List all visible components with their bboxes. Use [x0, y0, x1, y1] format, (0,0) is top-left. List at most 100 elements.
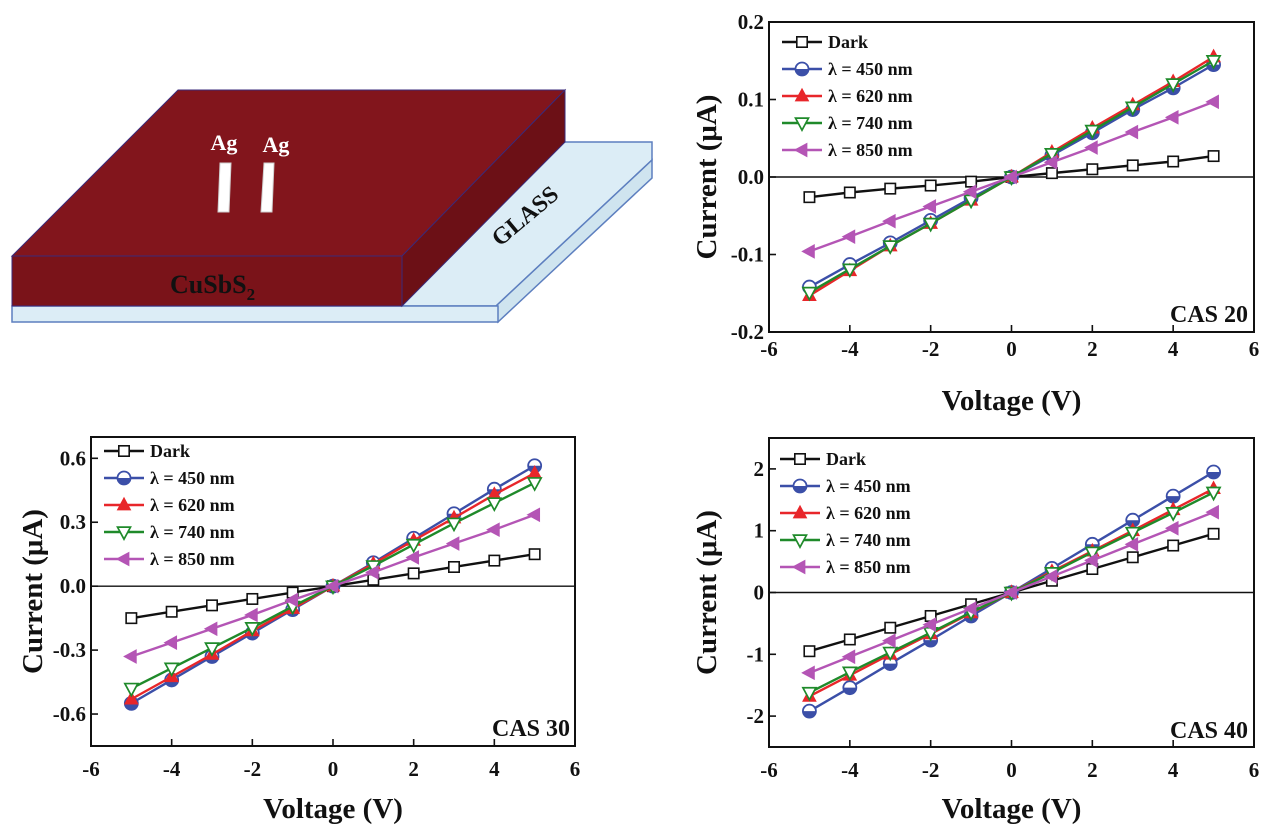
x-tick-label: -2	[922, 337, 940, 361]
data-point	[1167, 539, 1180, 552]
data-point	[1164, 109, 1179, 125]
data-point	[1165, 488, 1181, 504]
legend-label: λ = 620 nm	[828, 86, 913, 106]
data-point	[204, 642, 220, 657]
legend-item-620-nm: λ = 620 nm	[104, 495, 235, 515]
data-point	[801, 244, 815, 259]
x-axis-label: Voltage (V)	[942, 793, 1082, 825]
data-point	[203, 621, 218, 637]
marker-fill	[795, 69, 809, 76]
data-point	[1206, 464, 1221, 480]
data-point	[882, 240, 899, 255]
data-point	[1207, 527, 1220, 540]
data-point	[163, 635, 178, 650]
y-tick-label: 0.6	[60, 446, 86, 470]
legend-marker	[794, 61, 810, 77]
legend-item-dark: Dark	[780, 449, 866, 469]
legend-item-450-nm: λ = 450 nm	[782, 59, 913, 79]
data-point	[801, 286, 818, 302]
y-tick-label: -0.1	[731, 243, 764, 267]
legend-label: λ = 620 nm	[826, 503, 911, 523]
legend-item-450-nm: λ = 450 nm	[780, 476, 911, 496]
data-point	[962, 184, 977, 200]
legend-item-740-nm: λ = 740 nm	[782, 113, 913, 133]
data-point	[486, 522, 500, 538]
legend-marker	[791, 559, 806, 575]
marker-fill	[793, 486, 807, 493]
glass-front-face	[11, 305, 499, 323]
data-point	[244, 607, 258, 623]
data-point	[1084, 553, 1098, 568]
data-point	[803, 645, 816, 658]
x-tick-label: -4	[841, 337, 859, 361]
data-point	[1124, 101, 1141, 117]
legend-label: λ = 450 nm	[826, 476, 911, 496]
data-point	[843, 633, 856, 646]
marker-fill	[1166, 496, 1180, 503]
data-point	[1124, 124, 1139, 140]
ag-electrode-right	[260, 162, 275, 213]
data-point	[1045, 167, 1058, 180]
data-point	[922, 217, 939, 233]
data-point	[882, 646, 899, 662]
marker-fill	[117, 478, 131, 485]
data-point	[1124, 536, 1139, 552]
data-point	[447, 560, 460, 573]
data-point	[123, 690, 139, 705]
y-tick-label: 0	[754, 581, 765, 605]
y-tick-label: -2	[747, 704, 765, 728]
x-tick-label: 2	[408, 757, 419, 781]
legend-label: λ = 850 nm	[150, 549, 235, 569]
data-point	[922, 617, 937, 632]
data-point	[884, 182, 897, 195]
legend: Dark λ = 450 nm λ = 620 nm λ = 740 nm λ = 85…	[782, 32, 913, 160]
data-point	[1086, 163, 1099, 176]
legend-marker	[116, 470, 132, 486]
data-point	[1043, 148, 1060, 163]
legend-marker	[116, 526, 132, 541]
data-point	[526, 507, 541, 523]
sample-tag: CAS 30	[492, 716, 570, 742]
data-point	[365, 564, 379, 580]
x-tick-label: 4	[1168, 337, 1179, 361]
legend-label: λ = 740 nm	[828, 113, 913, 133]
x-tick-label: 2	[1087, 337, 1098, 361]
film-front-face	[11, 255, 403, 307]
legend-marker	[115, 551, 130, 567]
film-label: CuSbS2	[170, 270, 255, 304]
data-point	[163, 662, 180, 678]
legend-item-740-nm: λ = 740 nm	[780, 530, 911, 550]
legend-item-850-nm: λ = 850 nm	[104, 549, 235, 569]
data-point	[486, 497, 503, 512]
data-point	[842, 680, 858, 696]
y-tick-label: -0.2	[731, 320, 764, 344]
data-point	[488, 554, 501, 567]
legend-item-850-nm: λ = 850 nm	[780, 557, 911, 577]
x-tick-label: -2	[244, 757, 262, 781]
data-point	[841, 229, 856, 245]
marker-fill	[924, 640, 938, 647]
series-740-nm	[123, 477, 543, 698]
legend-marker	[795, 35, 808, 48]
series-850-nm	[801, 94, 1219, 259]
x-tick-label: 4	[489, 757, 500, 781]
data-point	[1207, 150, 1220, 163]
legend-marker	[794, 87, 810, 102]
data-point	[841, 263, 858, 279]
data-point	[1165, 78, 1182, 93]
legend: Dark λ = 450 nm λ = 620 nm λ = 740 nm λ = 85…	[104, 441, 235, 569]
data-point	[405, 538, 422, 554]
y-axis-label: Current (μA)	[691, 95, 723, 260]
legend: Dark λ = 450 nm λ = 620 nm λ = 740 nm λ = 85…	[780, 449, 911, 577]
legend-marker	[793, 142, 808, 158]
legend-marker	[792, 504, 808, 519]
y-tick-label: 0.3	[60, 510, 86, 534]
x-tick-label: 0	[328, 757, 339, 781]
x-tick-label: 6	[1249, 758, 1260, 782]
data-point	[445, 536, 460, 551]
data-point	[924, 179, 937, 192]
legend-marker	[792, 534, 808, 549]
device-schematic: Ag Ag CuSbS2 GLASS	[10, 88, 653, 324]
data-point	[801, 686, 818, 702]
sample-tag: CAS 40	[1170, 718, 1248, 744]
